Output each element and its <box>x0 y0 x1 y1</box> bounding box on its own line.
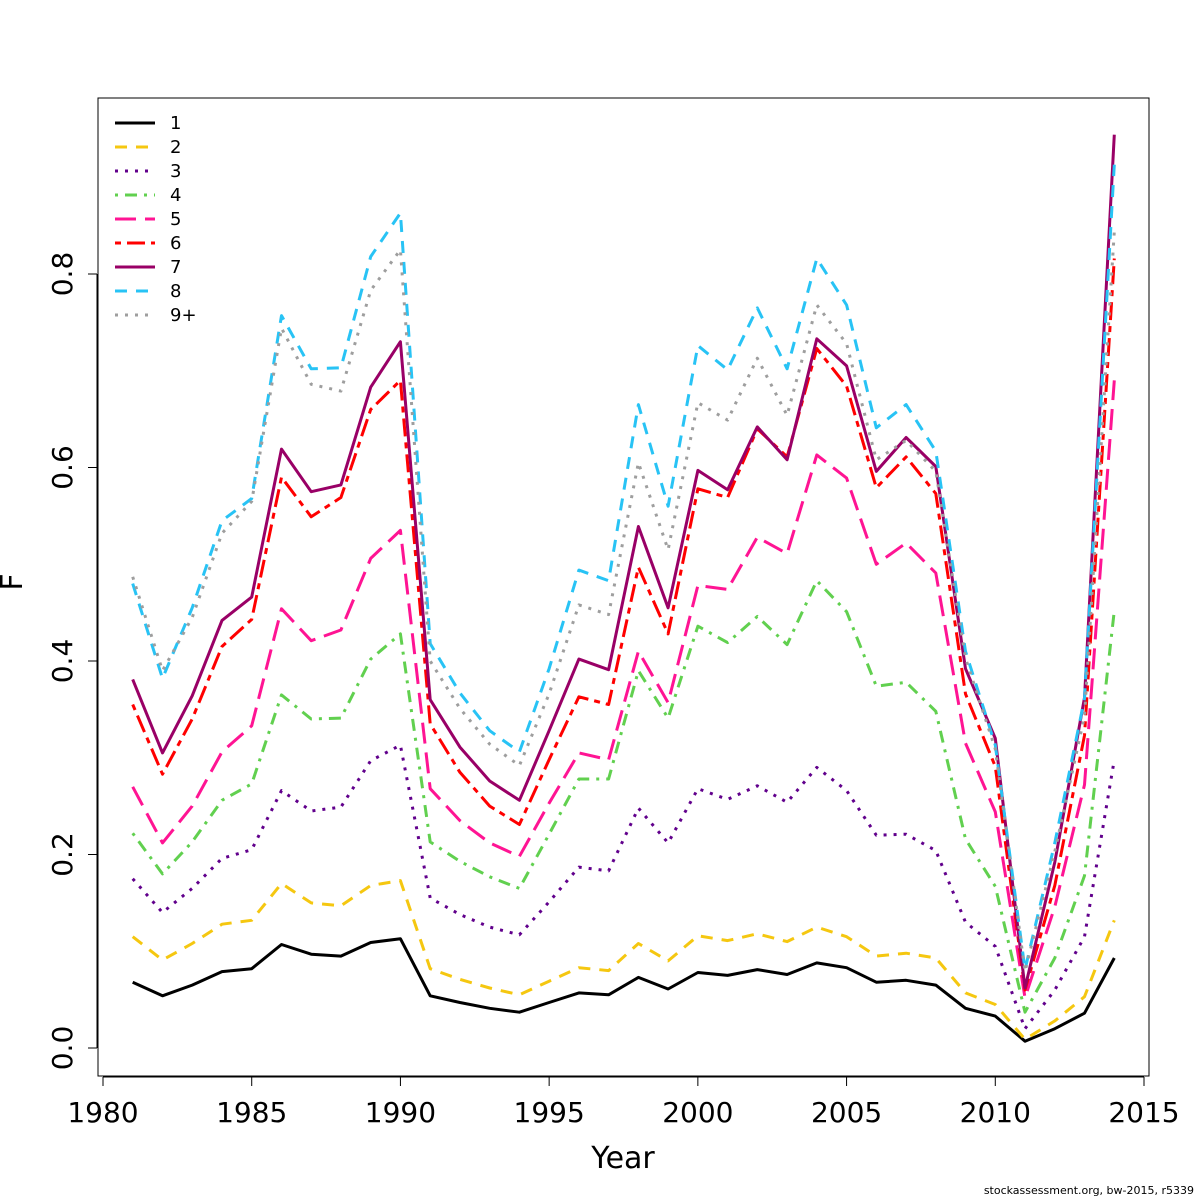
legend-label-1: 1 <box>170 113 181 134</box>
x-tick-label: 1990 <box>365 1096 436 1129</box>
series-line-8 <box>131 164 1116 972</box>
credit-text: stockassessment.org, bw-2015, r5339 <box>983 1184 1194 1197</box>
x-tick-label: 1995 <box>514 1096 585 1129</box>
x-tick-label: 2010 <box>960 1096 1031 1129</box>
x-tick-label: 2000 <box>662 1096 733 1129</box>
x-tick-label: 2015 <box>1108 1096 1179 1129</box>
series-line-7 <box>131 134 1116 990</box>
series-line-5 <box>131 380 1116 1000</box>
y-axis: 0.0 0.2 0.4 0.6 0.8 <box>46 252 98 1071</box>
series-line-2 <box>131 879 1116 1041</box>
x-axis-title: Year <box>590 1141 655 1176</box>
legend-label-7: 7 <box>170 257 181 278</box>
y-tick-label: 0.0 <box>46 1026 79 1071</box>
legend-label-4: 4 <box>170 185 181 206</box>
y-axis-title: F <box>0 573 30 590</box>
x-tick-label: 1980 <box>67 1096 138 1129</box>
legend-label-2: 2 <box>170 137 181 158</box>
legend-label-6: 6 <box>170 233 181 254</box>
y-tick-label: 0.6 <box>46 445 79 490</box>
series-line-1 <box>132 937 1116 1043</box>
y-tick-label: 0.4 <box>46 639 79 684</box>
legend-label-3: 3 <box>170 161 181 182</box>
series-line-3 <box>131 743 1116 1031</box>
plot-frame <box>97 97 1150 1077</box>
legend-label-8: 8 <box>170 281 181 302</box>
x-tick-label: 1985 <box>216 1096 287 1129</box>
legend: 1 2 3 4 5 6 7 8 9+ <box>115 113 197 326</box>
x-axis: 1980 1985 1990 1995 2000 2005 2010 2015 <box>67 1076 1180 1129</box>
series-line-9plus <box>131 231 1116 974</box>
series-lines <box>131 134 1116 1043</box>
series-line-6 <box>131 258 1116 992</box>
y-tick-label: 0.2 <box>46 832 79 877</box>
legend-label-5: 5 <box>170 209 181 230</box>
legend-label-9plus: 9+ <box>170 305 197 326</box>
series-line-4 <box>131 579 1116 1014</box>
x-tick-label: 2005 <box>811 1096 882 1129</box>
y-tick-label: 0.8 <box>46 252 79 297</box>
